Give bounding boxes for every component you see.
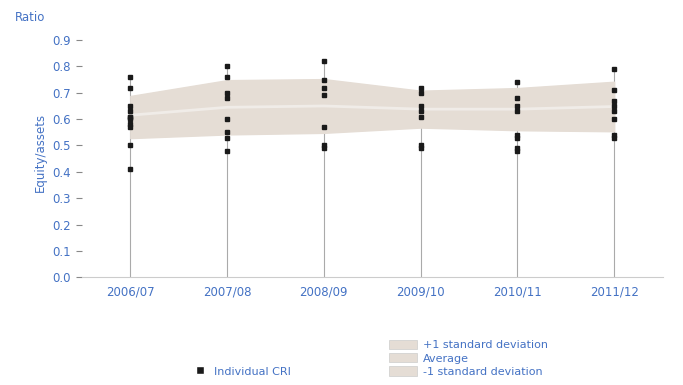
- Y-axis label: Equity/assets: Equity/assets: [33, 112, 46, 192]
- Text: Ratio: Ratio: [15, 12, 46, 25]
- Legend: +1 standard deviation, Average, -1 standard deviation: +1 standard deviation, Average, -1 stand…: [389, 340, 548, 377]
